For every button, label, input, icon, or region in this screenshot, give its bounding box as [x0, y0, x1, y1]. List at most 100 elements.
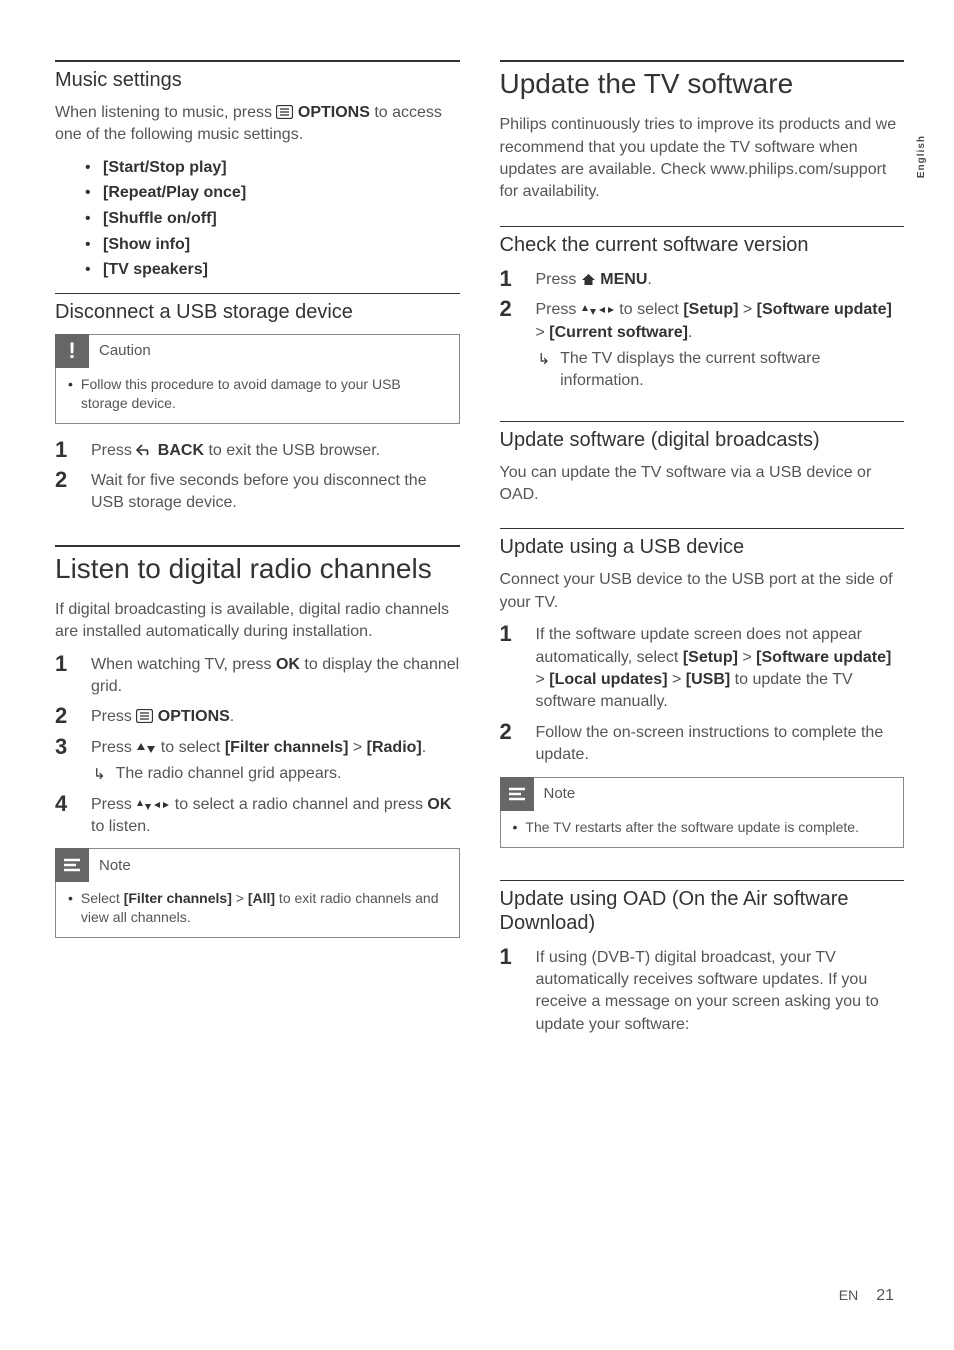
note-icon	[55, 848, 89, 882]
note-label: Note	[544, 785, 576, 802]
radio-steps: 1 When watching TV, press OK to display …	[55, 652, 460, 839]
step: 1 Press BACK to exit the USB browser.	[55, 438, 460, 462]
caution-label: Caution	[99, 342, 151, 359]
heading-update-usb: Update using a USB device	[500, 535, 905, 559]
options-icon	[136, 709, 153, 723]
usb-steps: 1 If the software update screen does not…	[500, 622, 905, 766]
text-bold: [Setup]	[683, 301, 738, 318]
list-item: [Repeat/Play once]	[103, 180, 460, 206]
note-box: Note The TV restarts after the software …	[500, 777, 905, 848]
text: >	[738, 649, 756, 666]
divider	[55, 293, 460, 294]
step-text: Wait for five seconds before you disconn…	[91, 468, 460, 515]
step-number: 1	[55, 652, 77, 699]
left-column: Music settings When listening to music, …	[55, 60, 460, 1042]
caution-body: Follow this procedure to avoid damage to…	[56, 367, 459, 423]
step-number: 4	[55, 792, 77, 839]
text: Press	[91, 739, 136, 756]
list-item: [Show info]	[103, 232, 460, 258]
text-bold: [Local updates]	[549, 671, 667, 688]
text: >	[232, 890, 248, 906]
step-text: If the software update screen does not a…	[536, 622, 905, 714]
step: 2 Press OPTIONS.	[55, 704, 460, 728]
text: When listening to music, press	[55, 104, 276, 121]
check-steps: 1 Press MENU. 2 Press to select [Setup] …	[500, 267, 905, 393]
divider	[500, 880, 905, 881]
radio-intro: If digital broadcasting is available, di…	[55, 599, 460, 644]
list-item: [Shuffle on/off]	[103, 206, 460, 232]
step-number: 2	[55, 704, 77, 728]
substep: ↳The radio channel grid appears.	[91, 763, 460, 785]
text: The TV displays the current software inf…	[560, 348, 904, 393]
note-icon	[500, 777, 534, 811]
text-bold: [All]	[248, 890, 275, 906]
heading-update-digital: Update software (digital broadcasts)	[500, 428, 905, 452]
label: [Shuffle on/off]	[103, 210, 217, 227]
text: Press	[536, 271, 581, 288]
step-number: 1	[500, 622, 522, 714]
step-number: 2	[55, 468, 77, 515]
text: When watching TV, press	[91, 656, 276, 673]
step: 1 Press MENU.	[500, 267, 905, 291]
text-bold: [Setup]	[683, 649, 738, 666]
text: Press	[91, 796, 136, 813]
note-body: The TV restarts after the software updat…	[501, 810, 904, 847]
oad-steps: 1 If using (DVB-T) digital broadcast, yo…	[500, 945, 905, 1037]
text-bold: [USB]	[686, 671, 730, 688]
text: to select	[156, 739, 224, 756]
text: The TV restarts after the software updat…	[525, 818, 859, 837]
home-icon	[581, 273, 596, 286]
two-column-layout: Music settings When listening to music, …	[55, 60, 904, 1042]
step: 1 If using (DVB-T) digital broadcast, yo…	[500, 945, 905, 1037]
text-bold: [Software update]	[756, 649, 891, 666]
heading-check-version: Check the current software version	[500, 233, 905, 257]
step-text: Press to select [Setup] > [Software upda…	[536, 297, 905, 393]
step-text: Press OPTIONS.	[91, 704, 460, 728]
heading-digital-radio: Listen to digital radio channels	[55, 553, 460, 585]
step: 1 If the software update screen does not…	[500, 622, 905, 714]
note-text: Select [Filter channels] > [All] to exit…	[68, 889, 447, 927]
text-bold: OPTIONS	[293, 104, 369, 121]
disconnect-steps: 1 Press BACK to exit the USB browser. 2 …	[55, 438, 460, 515]
substep: ↳The TV displays the current software in…	[536, 348, 905, 393]
footer-page-number: 21	[876, 1287, 894, 1305]
text: >	[668, 671, 686, 688]
text-bold: BACK	[153, 442, 204, 459]
step-number: 2	[500, 720, 522, 767]
text: .	[422, 739, 426, 756]
digital-intro: You can update the TV software via a USB…	[500, 462, 905, 507]
text-bold: OPTIONS	[153, 708, 229, 725]
heading-disconnect-usb: Disconnect a USB storage device	[55, 300, 460, 324]
music-settings-list: [Start/Stop play] [Repeat/Play once] [Sh…	[55, 155, 460, 283]
step-text: When watching TV, press OK to display th…	[91, 652, 460, 699]
text-bold: OK	[427, 796, 451, 813]
text: >	[348, 739, 366, 756]
step: 4 Press to select a radio channel and pr…	[55, 792, 460, 839]
text: .	[647, 271, 651, 288]
step: 3 Press to select [Filter channels] > [R…	[55, 735, 460, 786]
step-number: 3	[55, 735, 77, 786]
text: Select	[81, 890, 124, 906]
arrow-icon: ↳	[538, 348, 551, 393]
step-text: Follow the on-screen instructions to com…	[536, 720, 905, 767]
caution-box: ! Caution Follow this procedure to avoid…	[55, 334, 460, 424]
text: to select a radio channel and press	[170, 796, 427, 813]
step-text: Press to select [Filter channels] > [Rad…	[91, 735, 460, 786]
text: >	[738, 301, 756, 318]
page-footer: EN 21	[839, 1287, 894, 1305]
heading-update-tv: Update the TV software	[500, 68, 905, 100]
text: to select	[615, 301, 683, 318]
heading-update-oad: Update using OAD (On the Air software Do…	[500, 887, 905, 935]
text-bold: [Filter channels]	[225, 739, 349, 756]
right-column: Update the TV software Philips continuou…	[500, 60, 905, 1042]
divider	[500, 226, 905, 227]
update-intro: Philips continuously tries to improve it…	[500, 114, 905, 204]
caution-text: Follow this procedure to avoid damage to…	[68, 375, 447, 413]
step: 1 When watching TV, press OK to display …	[55, 652, 460, 699]
divider	[500, 60, 905, 62]
step-text: Press BACK to exit the USB browser.	[91, 438, 460, 462]
nav4-icon	[581, 304, 615, 316]
divider	[55, 60, 460, 62]
step-text: Press to select a radio channel and pres…	[91, 792, 460, 839]
options-icon	[276, 105, 293, 119]
